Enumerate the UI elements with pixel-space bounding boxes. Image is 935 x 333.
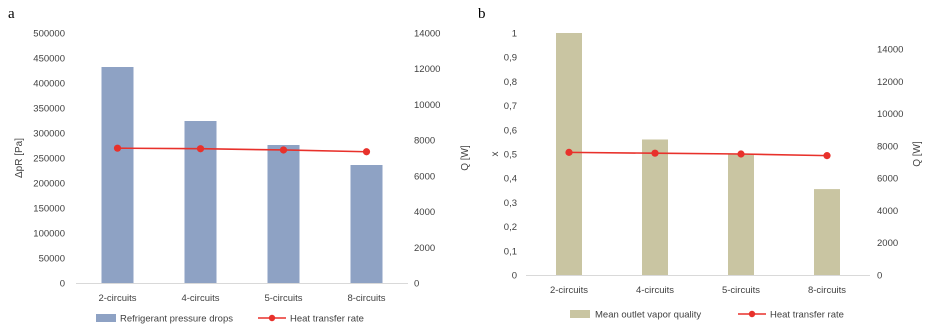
line-point	[823, 152, 831, 160]
y-tick-label: 0,7	[504, 101, 517, 112]
y-tick-label: 0,4	[504, 174, 517, 185]
y-tick-label: 0	[512, 271, 517, 282]
y-tick-label: 0,8	[504, 77, 517, 88]
x-tick-label: 4-circuits	[181, 293, 219, 304]
y-tick-label: 350000	[33, 104, 65, 115]
y2-tick-label: 0	[414, 279, 419, 290]
y2-axis-title: Q [W]	[912, 141, 923, 167]
bar	[642, 139, 668, 275]
panel-label: b	[478, 6, 486, 22]
legend-line-marker	[748, 310, 756, 318]
legend: Mean outlet vapor quality Heat transfer r…	[570, 310, 844, 321]
y-axis-title: x	[490, 152, 501, 157]
x-tick-label: 8-circuits	[347, 293, 385, 304]
legend-bar-label: Mean outlet vapor quality	[595, 310, 701, 321]
line-point	[565, 148, 573, 156]
bar	[101, 67, 134, 283]
y-tick-label: 450000	[33, 54, 65, 65]
y-tick-label: 0,1	[504, 246, 517, 257]
line-point	[651, 149, 659, 157]
y2-tick-label: 0	[877, 271, 882, 282]
y-tick-label: 100000	[33, 229, 65, 240]
line-point	[737, 150, 745, 158]
legend-bar-swatch	[570, 310, 590, 318]
x-tick-label: 8-circuits	[808, 285, 846, 296]
y2-tick-label: 6000	[414, 171, 435, 182]
y-tick-label: 300000	[33, 129, 65, 140]
y-tick-label: 50000	[39, 254, 65, 265]
line-point	[196, 145, 205, 153]
y-tick-label: 0,5	[504, 150, 517, 161]
legend-bar-label: Refrigerant pressure drops	[120, 314, 233, 325]
bar	[728, 154, 754, 275]
y-tick-label: 0,2	[504, 222, 517, 233]
y-tick-label: 250000	[33, 154, 65, 165]
heat-transfer-line	[568, 151, 828, 157]
line-point	[362, 148, 371, 156]
legend: Refrigerant pressure drops Heat transfer …	[96, 314, 364, 325]
y2-tick-label: 8000	[877, 141, 898, 152]
legend-line-marker	[268, 314, 276, 322]
legend-line-label: Heat transfer rate	[770, 310, 844, 321]
chart-panel-a: a050000100000150000200000250000300000350…	[8, 6, 471, 325]
bar	[267, 145, 300, 283]
y2-tick-label: 8000	[414, 136, 435, 147]
x-tick-label: 2-circuits	[550, 285, 588, 296]
y2-tick-label: 14000	[877, 45, 903, 56]
y-tick-label: 400000	[33, 79, 65, 90]
y2-tick-label: 12000	[877, 77, 903, 88]
y-tick-label: 500000	[33, 29, 65, 40]
panel-label: a	[8, 6, 15, 22]
chart-panel-b: b 0 0,1 0,2 0,3 0,4 0,5 0,6 0,7 0,8 0,9 1 0 2000 4000 6…	[478, 6, 923, 321]
y-axis-title: ΔpR [Pa]	[14, 138, 25, 178]
bar	[814, 189, 840, 275]
y2-tick-label: 2000	[414, 243, 435, 254]
y2-tick-label: 4000	[877, 206, 898, 217]
y2-tick-label: 6000	[877, 174, 898, 185]
y2-tick-label: 2000	[877, 238, 898, 249]
x-tick-label: 2-circuits	[98, 293, 136, 304]
y-tick-label: 0,3	[504, 198, 517, 209]
x-tick-label: 5-circuits	[722, 285, 760, 296]
y-tick-label: 150000	[33, 204, 65, 215]
legend-line-label: Heat transfer rate	[290, 314, 364, 325]
x-tick-label: 5-circuits	[264, 293, 302, 304]
heat-transfer-line	[117, 147, 367, 153]
line-point	[279, 146, 288, 154]
bar	[350, 165, 383, 283]
x-tick-label: 4-circuits	[636, 285, 674, 296]
y2-tick-label: 10000	[877, 109, 903, 120]
y2-tick-label: 10000	[414, 100, 440, 111]
y-tick-label: 0,6	[504, 125, 517, 136]
y-tick-label: 0,9	[504, 53, 517, 64]
line-point	[113, 144, 122, 152]
y-tick-label: 1	[512, 29, 517, 40]
legend-bar-swatch	[96, 314, 116, 322]
y2-tick-label: 4000	[414, 207, 435, 218]
y2-axis-title: Q [W]	[460, 145, 471, 171]
y2-tick-label: 12000	[414, 64, 440, 75]
y-tick-label: 200000	[33, 179, 65, 190]
y2-tick-label: 14000	[414, 29, 440, 40]
y-tick-label: 0	[60, 279, 65, 290]
